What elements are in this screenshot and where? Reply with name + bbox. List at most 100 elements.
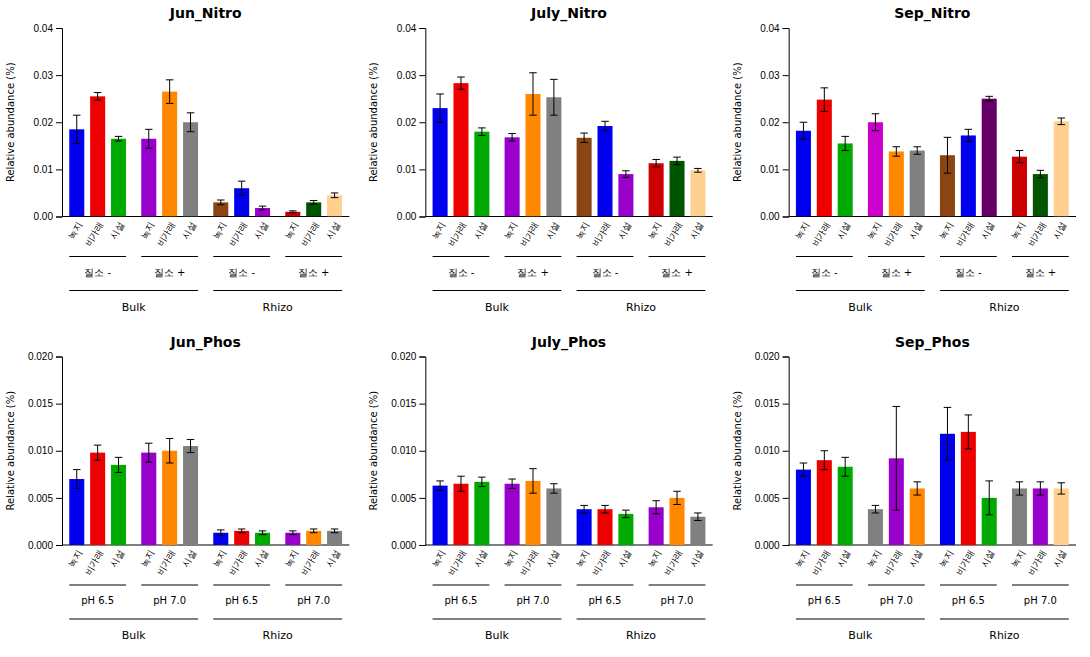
x-tick-label: 시설 — [108, 220, 126, 241]
x-tick-label: 시설 — [544, 220, 562, 241]
title: Jun_Phos — [170, 334, 241, 351]
y-tick-mark — [783, 404, 789, 405]
bar — [1054, 121, 1069, 216]
group-label: pH 6.5 — [445, 595, 478, 606]
bar — [141, 139, 156, 217]
x-tick-label: 비가래 — [810, 549, 832, 577]
error-bar — [94, 93, 102, 101]
bar — [453, 83, 468, 216]
group-label: 질소 + — [881, 267, 913, 278]
y-tick-mark — [419, 75, 425, 76]
y-tick-mark — [56, 451, 62, 452]
group-bracket — [141, 585, 198, 586]
y-axis-title: Relative abundance (%) — [732, 391, 743, 511]
bar — [577, 138, 592, 217]
y-tick-label: 0.000 — [28, 540, 53, 551]
bar — [162, 451, 177, 545]
x-tick-labels: 녹지비가래시설녹지비가래시설녹지비가래시설녹지비가래시설 — [793, 220, 1068, 248]
y-tick-label: 0.03 — [34, 70, 54, 81]
bar — [453, 484, 468, 545]
y-tick-mark — [783, 545, 789, 546]
group-label: Bulk — [485, 301, 510, 314]
y-tick: 0.00 — [34, 211, 62, 222]
x-tick-label: 비가래 — [810, 220, 832, 248]
x-tick-label: 시설 — [979, 549, 997, 570]
error-bar — [694, 168, 702, 172]
bar — [1012, 488, 1027, 545]
y-axis: 0.0000.0050.0100.0150.020 — [28, 351, 63, 551]
y-axis-title: Relative abundance (%) — [732, 62, 743, 182]
x-tick-label: 시설 — [180, 549, 198, 570]
x-tick-label: 시설 — [252, 220, 270, 241]
bar — [1054, 488, 1069, 545]
bar — [90, 96, 105, 216]
y-tick-mark — [56, 545, 62, 546]
y-tick-mark — [783, 357, 789, 358]
error-bar — [238, 181, 246, 195]
y-axis-line — [783, 357, 790, 546]
x-tick-label: 녹지 — [574, 549, 592, 570]
group-label: pH 7.0 — [661, 595, 694, 606]
y-axis-title: Relative abundance (%) — [5, 391, 16, 511]
group-label: pH 7.0 — [297, 595, 330, 606]
x-tick-label: 시설 — [324, 549, 342, 570]
x-tick-label: 녹지 — [139, 220, 157, 241]
y-tick-label: 0.01 — [34, 164, 54, 175]
error-bar — [289, 531, 297, 535]
plot-area — [433, 73, 706, 217]
error-bar — [800, 463, 808, 476]
x-tick-label: 녹지 — [574, 220, 592, 241]
y-tick: 0.02 — [397, 117, 425, 128]
title: July_Nitro — [530, 5, 607, 22]
bar — [505, 484, 520, 545]
bar — [162, 92, 177, 217]
y-tick-label: 0.00 — [760, 211, 780, 222]
y-tick-mark — [56, 498, 62, 499]
x-tick-label: 비가래 — [446, 549, 468, 577]
x-tick-label: 시설 — [835, 549, 853, 570]
error-bar — [310, 200, 318, 204]
y-tick: 0.00 — [760, 211, 788, 222]
error-bar — [1016, 482, 1024, 495]
y-tick: 0.01 — [397, 164, 425, 175]
x-tick-label: 비가래 — [1026, 549, 1048, 577]
y-tick: 0.01 — [34, 164, 62, 175]
y-tick: 0.005 — [391, 493, 425, 504]
bar — [546, 488, 561, 545]
error-bar — [1057, 118, 1065, 125]
title: Sep_Nitro — [894, 5, 971, 22]
x-tick-label: 시설 — [472, 549, 490, 570]
bar — [474, 132, 489, 217]
error-bar — [478, 477, 486, 486]
y-tick-label: 0.02 — [34, 117, 54, 128]
y-tick-mark — [56, 357, 62, 358]
error-bar — [259, 206, 267, 210]
y-tick: 0.000 — [391, 540, 425, 551]
error-bar — [331, 529, 339, 533]
error-bar — [73, 470, 81, 489]
error-bar — [187, 439, 195, 452]
group-label: pH 7.0 — [880, 595, 913, 606]
error-bar — [965, 415, 973, 449]
y-tick-label: 0.020 — [391, 351, 416, 362]
y-axis: 0.000.010.020.030.04 — [397, 23, 426, 223]
x-tick-label: 녹지 — [430, 549, 448, 570]
bar — [618, 514, 633, 545]
x-tick-label: 시설 — [688, 220, 706, 241]
error-bar — [944, 407, 952, 460]
x-tick-label: 시설 — [907, 549, 925, 570]
y-axis: 0.0000.0050.0100.0150.020 — [755, 351, 790, 551]
error-bar — [985, 96, 993, 101]
error-bar — [217, 200, 225, 205]
y-tick-label: 0.01 — [397, 164, 417, 175]
panel: 0.000.010.020.030.04녹지비가래시설녹지비가래시설녹지비가래시… — [368, 5, 712, 314]
x-tick-label: 비가래 — [155, 549, 177, 577]
bar — [505, 137, 520, 216]
group-label: pH 7.0 — [153, 595, 186, 606]
y-tick-label: 0.02 — [397, 117, 417, 128]
y-tick-label: 0.015 — [28, 398, 53, 409]
y-tick-mark — [783, 451, 789, 452]
bar — [577, 509, 592, 545]
x-tick-label: 비가래 — [882, 549, 904, 577]
x-tick-label: 녹지 — [283, 549, 301, 570]
